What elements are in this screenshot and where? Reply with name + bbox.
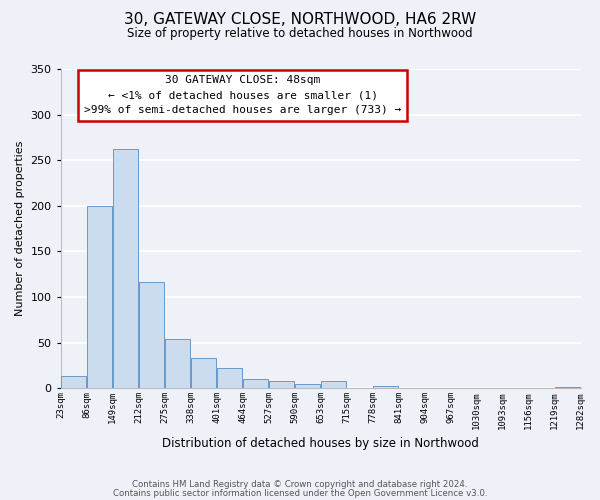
Text: Contains public sector information licensed under the Open Government Licence v3: Contains public sector information licen…: [113, 488, 487, 498]
Text: 30, GATEWAY CLOSE, NORTHWOOD, HA6 2RW: 30, GATEWAY CLOSE, NORTHWOOD, HA6 2RW: [124, 12, 476, 28]
Bar: [269, 381, 294, 388]
X-axis label: Distribution of detached houses by size in Northwood: Distribution of detached houses by size …: [162, 437, 479, 450]
Y-axis label: Number of detached properties: Number of detached properties: [15, 141, 25, 316]
Bar: [217, 368, 242, 388]
Bar: [321, 381, 346, 388]
Bar: [61, 376, 86, 388]
Text: Contains HM Land Registry data © Crown copyright and database right 2024.: Contains HM Land Registry data © Crown c…: [132, 480, 468, 489]
Bar: [88, 206, 112, 388]
Bar: [139, 282, 164, 389]
Bar: [113, 150, 138, 388]
Bar: [166, 339, 190, 388]
Text: Size of property relative to detached houses in Northwood: Size of property relative to detached ho…: [127, 28, 473, 40]
Bar: [191, 358, 216, 388]
Text: 30 GATEWAY CLOSE: 48sqm
← <1% of detached houses are smaller (1)
>99% of semi-de: 30 GATEWAY CLOSE: 48sqm ← <1% of detache…: [84, 76, 401, 115]
Bar: [243, 379, 268, 388]
Bar: [295, 384, 320, 388]
Bar: [373, 386, 398, 388]
